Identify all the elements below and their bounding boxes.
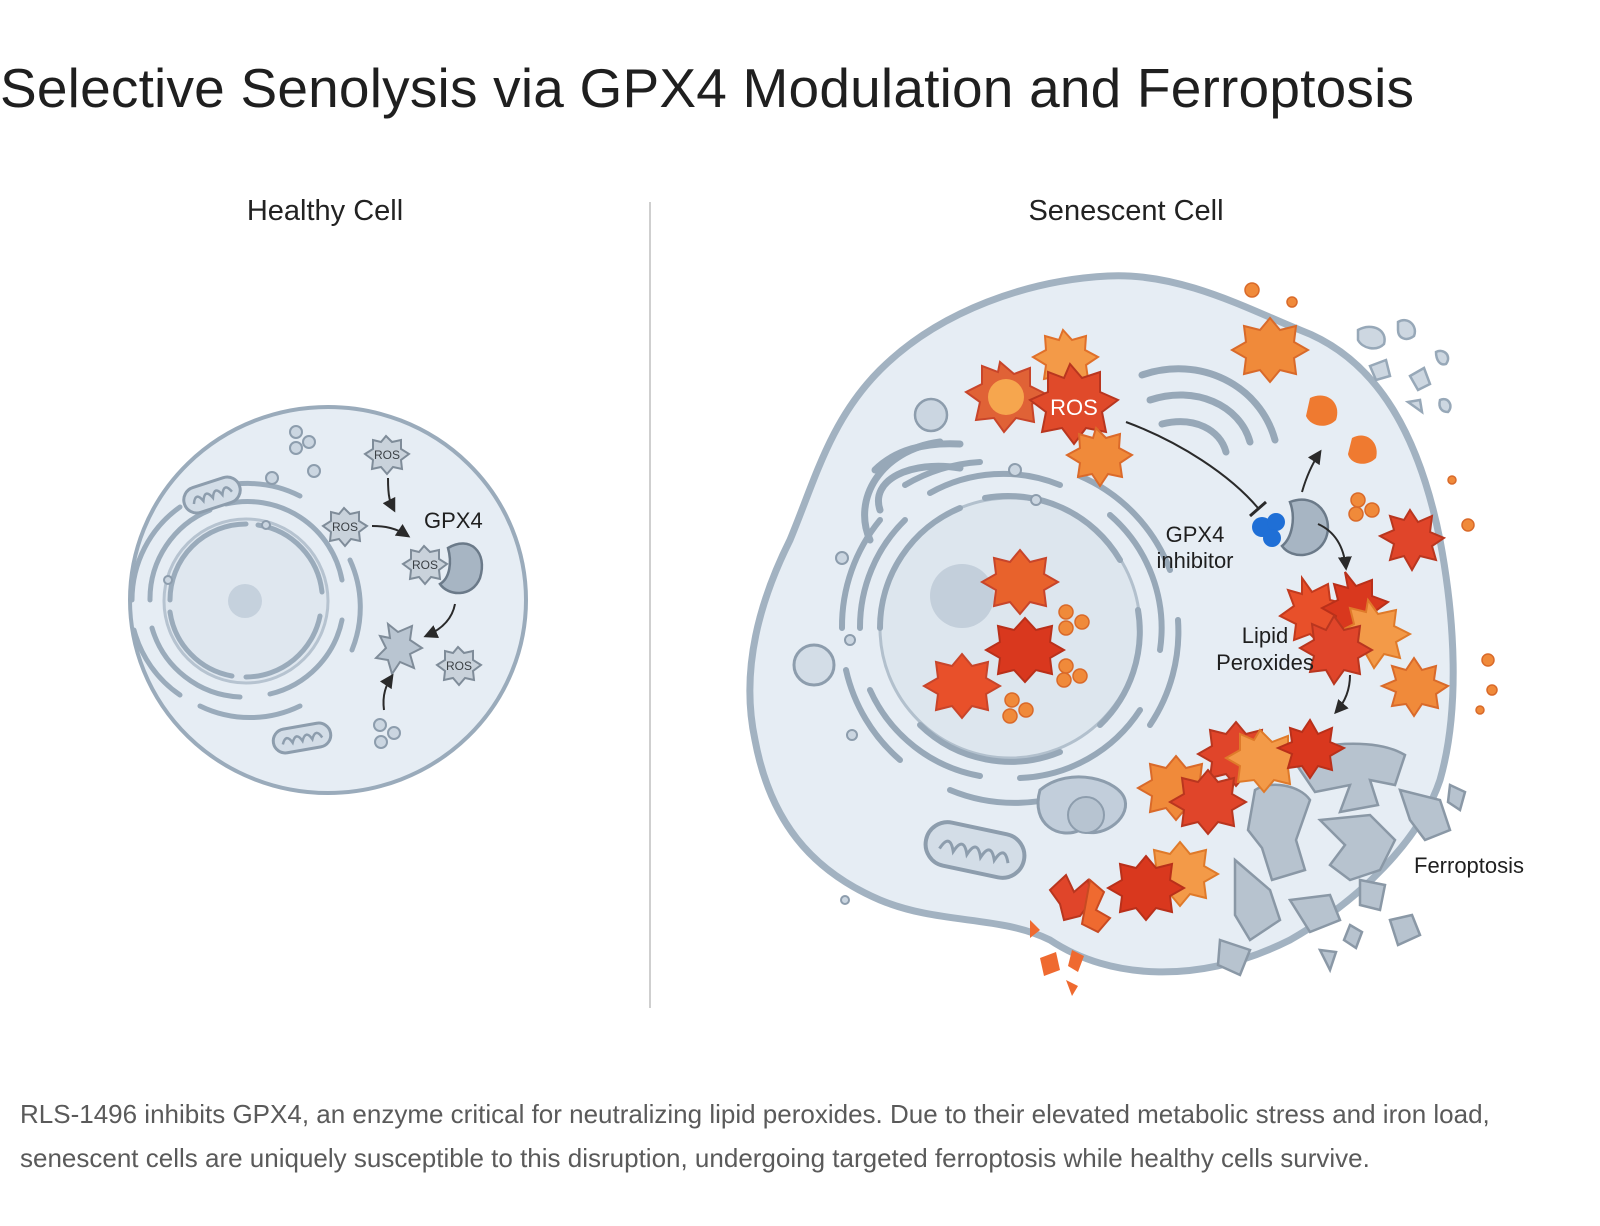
senescent-ros-label: ROS — [1050, 395, 1098, 420]
healthy-arrow-ros-to-gpx4 — [382, 477, 396, 513]
senescent-lysosome — [792, 643, 836, 687]
healthy-ros-3-label: ROS — [412, 558, 438, 572]
senescent-inhibitor-label-line1: GPX4 — [1166, 522, 1225, 547]
senescent-cell: ROS GPX4 inhibitor — [746, 272, 1524, 996]
senescent-vacuole — [913, 397, 949, 433]
healthy-cell-label: Healthy Cell — [247, 195, 403, 227]
senescent-lipid-peroxides — [1278, 571, 1413, 686]
healthy-arrow-ros2-to-gpx4 — [371, 523, 411, 538]
healthy-ros-4-label: ROS — [446, 659, 472, 673]
senescent-nucleolus — [930, 564, 994, 628]
healthy-ros-2-label: ROS — [332, 520, 358, 534]
healthy-mitochondrion-top — [182, 475, 242, 515]
healthy-vesicles — [163, 425, 401, 749]
senescent-scattered-ros — [1030, 282, 1498, 996]
senescent-arrow-gpx4-to-lipid — [1317, 523, 1352, 571]
healthy-gpx4-label: GPX4 — [424, 508, 483, 533]
senescent-gpx4-inhibitor — [1252, 513, 1285, 547]
caption: RLS-1496 inhibits GPX4, an enzyme critic… — [20, 1099, 1490, 1173]
healthy-neutralized-product — [373, 621, 424, 677]
senescent-mitochondrion — [923, 820, 1027, 880]
healthy-ros-4: ROS — [435, 645, 483, 687]
senescent-ros-cluster: ROS — [964, 328, 1134, 488]
senescent-nuclear-ros — [921, 548, 1090, 724]
healthy-nucleolus — [228, 584, 262, 618]
healthy-arrow-gpx4-to-product — [423, 603, 456, 639]
page-title: Selective Senolysis via GPX4 Modulation … — [0, 57, 1415, 119]
senescent-arrow-ros-to-gpx4 — [1125, 421, 1259, 509]
senescent-small-vacuole — [1067, 796, 1105, 834]
senescent-ferroptosis-label: Ferroptosis — [1414, 853, 1524, 878]
healthy-ros-1-label: ROS — [374, 448, 400, 462]
healthy-cell: ROS ROS ROS ROS GPX4 — [128, 405, 528, 795]
senescent-arrow-gpx4-up — [1301, 449, 1322, 493]
senescent-lipid-label-line1: Lipid — [1242, 623, 1288, 648]
healthy-gpx4-enzyme — [438, 542, 483, 595]
senescent-membrane-debris — [1356, 319, 1452, 415]
senescent-inhibitor-label-line2: inhibitor — [1156, 548, 1233, 573]
senescent-er-left — [861, 438, 964, 544]
healthy-ros-3: ROS — [401, 544, 449, 586]
healthy-ros-1: ROS — [363, 434, 411, 476]
senescent-vesicles — [835, 463, 1042, 905]
senescent-cell-label: Senescent Cell — [1028, 195, 1223, 227]
senescent-golgi — [1138, 365, 1279, 456]
senescent-ferroptosis-fragments — [1216, 742, 1467, 977]
healthy-arrow-vesicles-to-product — [379, 673, 394, 711]
senescent-arrow-lipid-to-ferroptosis — [1334, 674, 1351, 715]
senescent-inhibition-bar — [1249, 500, 1267, 518]
healthy-ros-2: ROS — [321, 506, 369, 548]
senescent-gpx4-enzyme — [1280, 498, 1330, 557]
senescent-lipid-label-line2: Peroxides — [1216, 650, 1314, 675]
diagram-figure: Healthy Cell Senescent Cell — [0, 180, 1600, 1040]
healthy-mitochondrion-bottom — [271, 721, 333, 755]
